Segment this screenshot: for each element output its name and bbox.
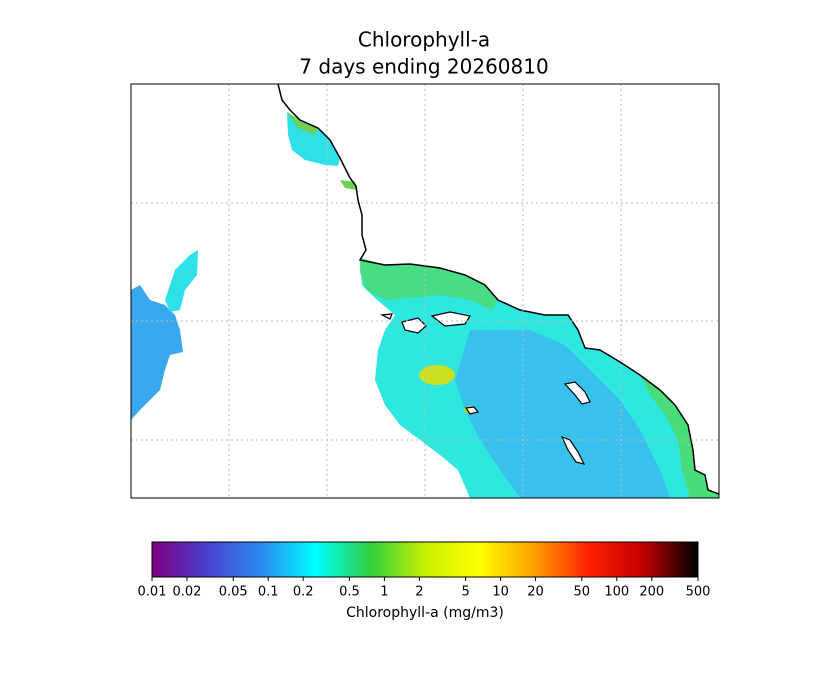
- colorbar-tick-label: 10: [492, 585, 509, 600]
- colorbar-tick-label: 0.5: [339, 585, 360, 600]
- chlorophyll-high: [419, 365, 455, 385]
- chlorophyll-coastal: [360, 258, 498, 310]
- colorbar-tick-label: 0.1: [258, 585, 279, 600]
- colorbar-tick-label: 20: [527, 585, 544, 600]
- map-grid: [131, 84, 719, 498]
- chlorophyll-field: [165, 250, 198, 312]
- colorbar-tick-label: 2: [415, 585, 423, 600]
- title: Chlorophyll-a: [358, 28, 490, 52]
- colorbar-tick-label: 50: [574, 585, 591, 600]
- colorbar-tick-label: 0.01: [138, 585, 167, 600]
- colorbar-label: Chlorophyll-a (mg/m3): [346, 605, 504, 621]
- colorbar-tick-label: 500: [686, 585, 711, 600]
- colorbar-tick-label: 0.05: [219, 585, 248, 600]
- chlorophyll-coastal: [287, 112, 357, 190]
- colorbar-tick-label: 0.02: [173, 585, 202, 600]
- colorbar-tick-label: 1: [380, 585, 388, 600]
- map-area: [131, 84, 719, 498]
- chlorophyll-coastal: [640, 375, 719, 498]
- colorbar-tick-label: 0.2: [293, 585, 314, 600]
- chlorophyll-field: [131, 285, 183, 420]
- colorbar: [151, 541, 699, 578]
- coastline: [277, 84, 719, 495]
- chlorophyll-low: [455, 330, 670, 498]
- islands: [379, 311, 591, 465]
- colorbar-tick-label: 5: [461, 585, 469, 600]
- subtitle: 7 days ending 20260810: [299, 55, 548, 79]
- colorbar-tick-label: 200: [639, 585, 664, 600]
- map-frame: [130, 83, 720, 499]
- colorbar-tick-label: 100: [604, 585, 629, 600]
